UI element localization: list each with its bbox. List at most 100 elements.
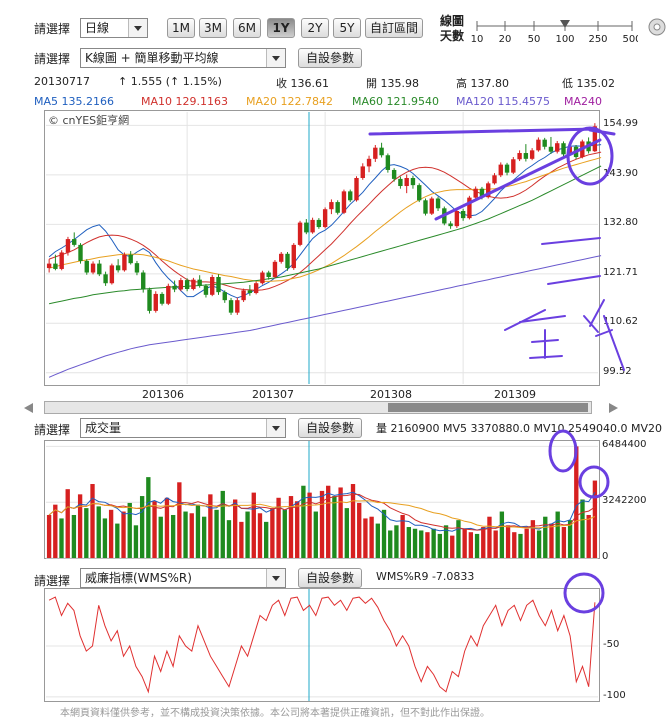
candle — [329, 199, 334, 215]
candle-body — [178, 280, 184, 290]
price-chart-frame — [44, 110, 600, 386]
wms-settings-button[interactable]: 自設參數 — [298, 568, 362, 588]
candle — [65, 236, 71, 256]
range-button-5y[interactable]: 5Y — [333, 18, 361, 38]
candle — [147, 287, 152, 314]
volume-bar — [115, 523, 120, 558]
candle — [354, 176, 359, 202]
candle-body — [228, 300, 234, 313]
volume-bar — [59, 518, 64, 558]
candle-body — [310, 219, 315, 233]
time-scrollbar-track[interactable] — [44, 401, 592, 414]
volume-bar — [226, 520, 232, 558]
candle — [115, 259, 121, 273]
scroll-right-arrow[interactable] — [604, 401, 622, 415]
scroll-left-arrow[interactable] — [20, 401, 38, 415]
candle — [59, 250, 64, 271]
candle-body — [417, 185, 422, 201]
range-button-1y[interactable]: 1Y — [267, 18, 295, 38]
candle — [122, 252, 127, 272]
slider-tick-label: 250 — [588, 34, 607, 45]
ma20-label: MA20 122.7842 — [246, 95, 333, 108]
volume-bar — [201, 516, 207, 558]
candle-body — [210, 276, 215, 295]
volume-bar — [220, 490, 225, 558]
volume-bar — [127, 502, 132, 558]
date-axis-label: 201309 — [494, 388, 536, 401]
volume-chart — [46, 441, 598, 559]
volume-bar — [406, 527, 412, 558]
chevron-down-icon — [128, 19, 147, 37]
price-chart-type-select[interactable]: K線圖 + 簡單移動平均線 — [80, 48, 286, 68]
volume-bar — [518, 533, 523, 558]
range-button-3m[interactable]: 3M — [199, 18, 227, 38]
volume-bar — [450, 535, 455, 558]
volume-bar — [146, 477, 151, 558]
quote-date: 20130717 — [34, 75, 90, 88]
indicator-select-label: 請選擇 — [34, 52, 71, 66]
price-settings-button[interactable]: 自設參數 — [298, 48, 362, 68]
ma240-label: MA240 — [564, 95, 603, 108]
wms-indicator-select[interactable]: 威廉指標(WMS%R) — [80, 568, 286, 588]
ma120-label: MA120 115.4575 — [456, 95, 550, 108]
candle-body — [279, 253, 284, 262]
candle — [203, 284, 209, 298]
candle — [410, 175, 416, 189]
volume-bar — [431, 528, 436, 558]
chevron-down-icon — [266, 49, 285, 67]
volume-bar — [90, 484, 95, 558]
period-select[interactable]: 日線 — [80, 18, 148, 38]
candle-body — [316, 219, 322, 228]
candle-body — [203, 285, 209, 295]
volume-bar — [567, 520, 573, 558]
candle-body — [141, 272, 146, 290]
volume-bar — [561, 527, 567, 558]
slider-tick-label: 50 — [528, 34, 541, 45]
candle-body — [184, 280, 190, 290]
candle — [285, 252, 290, 271]
volume-bar — [121, 511, 126, 558]
volume-bar — [357, 502, 362, 558]
custom-range-button[interactable]: 自訂區間 — [365, 18, 423, 38]
volume-axis-tick-label: 6484400 — [602, 439, 647, 451]
candle — [90, 261, 96, 275]
candle-body — [329, 202, 334, 210]
volume-bar — [251, 492, 256, 558]
slider-handle[interactable] — [560, 20, 570, 28]
date-axis-label: 201307 — [252, 388, 294, 401]
range-button-2y[interactable]: 2Y — [301, 18, 329, 38]
candle — [166, 283, 171, 306]
volume-bar — [412, 528, 418, 558]
range-button-1m[interactable]: 1M — [167, 18, 195, 38]
line-days-label-1: 線圖 — [440, 14, 465, 28]
candle — [53, 254, 58, 271]
price-axis-tick-label: 99.52 — [603, 365, 632, 377]
volume-settings-button[interactable]: 自設參數 — [298, 418, 362, 438]
candle — [316, 218, 322, 229]
volume-bar — [65, 489, 70, 558]
candle-body — [109, 265, 115, 284]
time-scrollbar-thumb[interactable] — [388, 403, 588, 412]
date-axis-label: 201308 — [370, 388, 412, 401]
volume-bar — [468, 532, 474, 558]
volume-bar — [288, 496, 294, 558]
candle — [341, 189, 347, 215]
slider-tick-label: 500 — [622, 34, 638, 45]
volume-indicator-select[interactable]: 成交量 — [80, 418, 286, 438]
line-days-slider[interactable]: 10 20 50 100 250 500 — [470, 14, 638, 46]
candle — [128, 251, 133, 265]
volume-bar — [177, 482, 182, 558]
range-button-6m[interactable]: 6M — [233, 18, 261, 38]
candle-body — [72, 239, 77, 245]
candle-body — [103, 274, 108, 284]
candle — [197, 275, 202, 288]
volume-bar — [326, 485, 331, 558]
volume-bar — [295, 501, 300, 558]
candle-body — [53, 263, 58, 269]
volume-bar — [96, 506, 101, 558]
volume-bar — [313, 511, 318, 558]
settings-gear-icon[interactable] — [645, 14, 669, 40]
candle-body — [272, 261, 278, 277]
volume-bar — [543, 516, 548, 558]
